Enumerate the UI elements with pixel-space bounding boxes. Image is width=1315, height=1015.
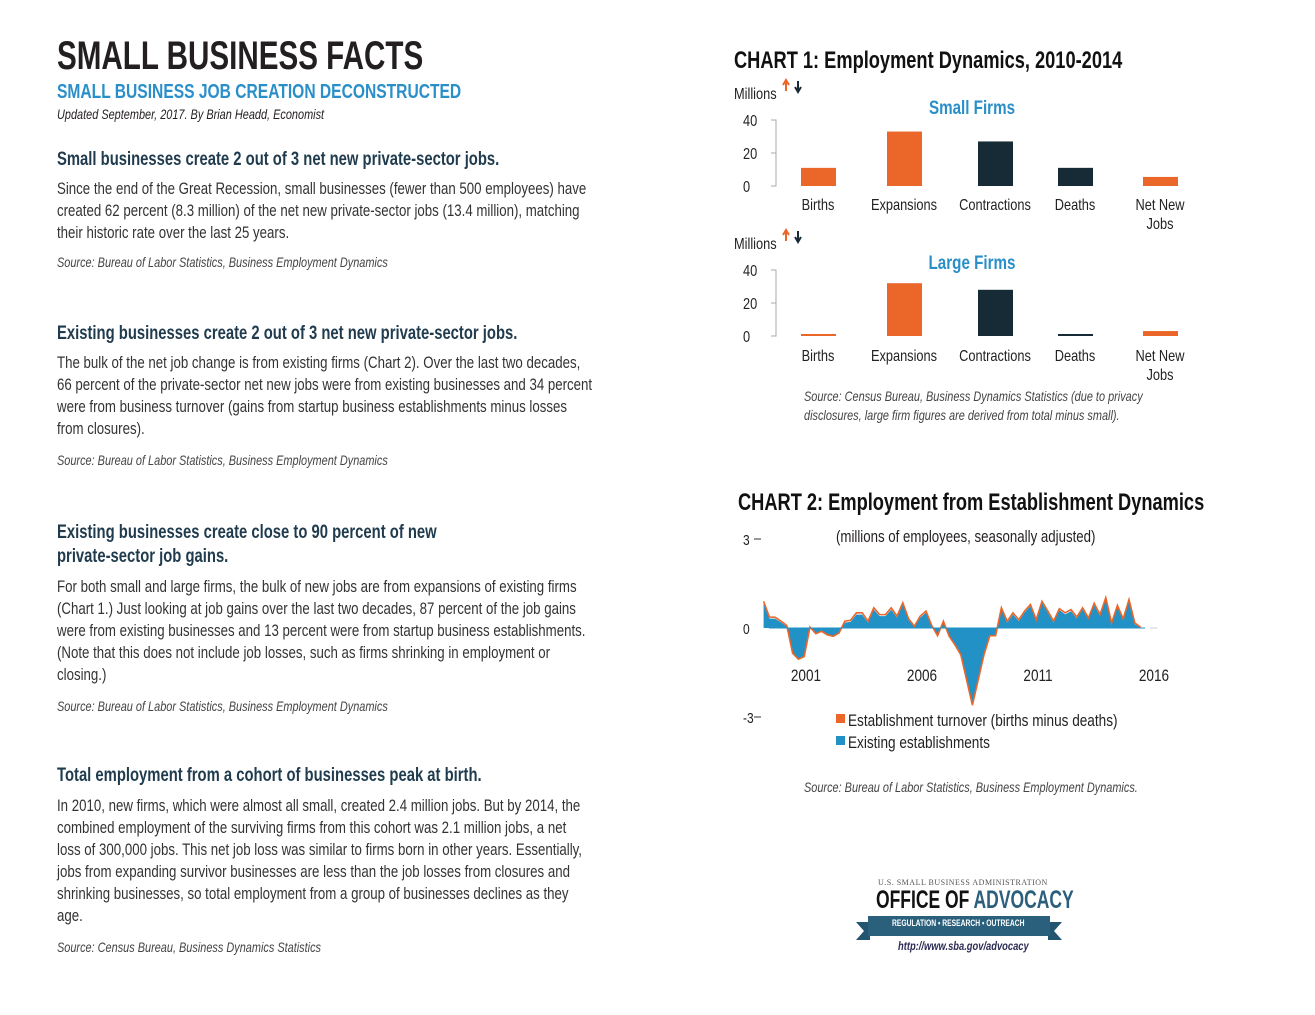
- x-category-label: Net New Jobs: [1135, 197, 1185, 234]
- section-source: Source: Census Bureau, Business Dynamics…: [57, 939, 322, 955]
- chart1-svg: Millions Small Firms 40 20 0 Births Expansions…: [734, 78, 1185, 385]
- section-body-line: closing.): [57, 665, 107, 684]
- logo-url[interactable]: http://www.sba.gov/advocacy: [898, 939, 1029, 953]
- section-body-line: Since the end of the Great Recession, sm…: [57, 179, 587, 198]
- chart2-title: CHART 2: Employment from Establishment D…: [738, 489, 1205, 516]
- chart2-source: Source: Bureau of Labor Statistics, Busi…: [804, 779, 1138, 795]
- byline: Updated September, 2017. By Brian Headd,…: [57, 106, 325, 122]
- page-subtitle: SMALL BUSINESS JOB CREATION DECONSTRUCTE…: [57, 81, 462, 103]
- y-tick-label: 20: [743, 146, 757, 164]
- chart2-svg: 3 0 -3 2001 2006 2011 2016 Establishment turnov…: [743, 532, 1169, 753]
- arrow-up-icon: [782, 228, 790, 241]
- page-title: SMALL BUSINESS FACTS: [57, 34, 424, 78]
- chart1-source: Source: Census Bureau, Business Dynamics…: [804, 388, 1143, 423]
- bar-net-new-jobs: [1143, 331, 1178, 336]
- logo-ribbon-icon: [856, 916, 1062, 940]
- x-tick-label: 2016: [1139, 667, 1169, 686]
- panel-title: Large Firms: [929, 251, 1016, 273]
- arrow-up-icon: [782, 78, 790, 91]
- logo-wordmark: OFFICE OF ADVOCACY: [876, 886, 1074, 914]
- office-of-advocacy-logo[interactable]: U.S. SMALL BUSINESS ADMINISTRATION OFFIC…: [856, 876, 1074, 956]
- section-body-line: were from existing businesses and 13 per…: [57, 621, 586, 640]
- section-body-line: For both small and large firms, the bulk…: [57, 577, 577, 596]
- y-tick-label: 40: [743, 263, 757, 281]
- bar-expansions: [887, 283, 922, 336]
- x-category-label: Deaths: [1055, 197, 1096, 215]
- y-tick-label: 3: [743, 532, 750, 549]
- x-category-label: Net New Jobs: [1135, 348, 1185, 385]
- section-body-line: loss of 300,000 jobs. This net job loss …: [57, 840, 582, 859]
- x-tick-label: 2006: [907, 667, 937, 686]
- arrow-down-icon: [794, 231, 802, 244]
- y-axis-label: Millions: [734, 236, 777, 254]
- section-body-line: (Note that this does not include job los…: [57, 643, 551, 662]
- x-category-label: Expansions: [871, 197, 937, 215]
- section-body-line: jobs from expanding survivor businesses …: [57, 862, 570, 881]
- section-body-line: from closures).: [57, 419, 145, 438]
- section-heading: Existing businesses create 2 out of 3 ne…: [57, 323, 518, 344]
- x-category-label: Births: [802, 197, 835, 215]
- section-heading: Total employment from a cohort of busine…: [57, 765, 482, 786]
- x-tick-label: 2011: [1023, 667, 1052, 686]
- bar-net-new-jobs: [1143, 176, 1178, 186]
- section-body-line: In 2010, new firms, which were almost al…: [57, 796, 581, 815]
- section-source: Source: Bureau of Labor Statistics, Busi…: [57, 254, 388, 270]
- chart1-title: CHART 1: Employment Dynamics, 2010-2014: [734, 47, 1123, 74]
- bar-contractions: [978, 289, 1013, 336]
- chart2-subtitle: (millions of employees, seasonally adjus…: [836, 527, 1096, 546]
- y-tick-label: 0: [743, 329, 750, 347]
- arrow-down-icon: [794, 81, 802, 94]
- y-tick-label: 0: [743, 621, 750, 638]
- section-body-line: age.: [57, 906, 83, 925]
- legend-swatch: [836, 736, 845, 745]
- panel-title: Small Firms: [929, 96, 1015, 118]
- x-category-label: Expansions: [871, 348, 937, 366]
- section-heading: Existing businesses create close to 90 p…: [57, 522, 437, 543]
- establishment-turnover-line: [762, 594, 1142, 706]
- bar-expansions: [887, 131, 922, 186]
- y-axis: [771, 119, 777, 187]
- x-category-label: Deaths: [1055, 348, 1096, 366]
- legend-swatch: [836, 714, 845, 723]
- section-body-line: created 62 percent (8.3 million) of the …: [57, 201, 580, 220]
- x-category-label: Contractions: [959, 197, 1031, 215]
- section-body-line: combined employment of the surviving fir…: [57, 818, 567, 837]
- logo-agency: U.S. SMALL BUSINESS ADMINISTRATION: [878, 878, 1048, 887]
- section-source: Source: Bureau of Labor Statistics, Busi…: [57, 698, 388, 714]
- section-heading: Small businesses create 2 out of 3 net n…: [57, 149, 500, 170]
- section-body-line: (Chart 1.) Just looking at job gains ove…: [57, 599, 576, 618]
- x-category-label: Contractions: [959, 348, 1031, 366]
- logo-ribbon-text: REGULATION • RESEARCH • OUTREACH: [892, 918, 1025, 928]
- bar-deaths: [1058, 334, 1093, 336]
- bar-births: [801, 334, 836, 336]
- section-body-line: shrinking businesses, so total employmen…: [57, 884, 569, 903]
- y-axis: [771, 269, 777, 337]
- x-category-label: Births: [802, 348, 835, 366]
- section-body-line: were from business turnover (gains from …: [57, 397, 567, 416]
- bar-contractions: [978, 141, 1013, 186]
- legend-label: Existing establishments: [848, 734, 990, 753]
- section-body-line: 66 percent of the private-sector net new…: [57, 375, 593, 394]
- y-tick-label: 40: [743, 113, 757, 131]
- bar-births: [801, 167, 836, 186]
- section-heading: private-sector job gains.: [57, 546, 229, 567]
- x-tick-label: 2001: [791, 667, 821, 686]
- legend-label: Establishment turnover (births minus dea…: [848, 712, 1118, 731]
- section-body-line: The bulk of the net job change is from e…: [57, 353, 581, 372]
- existing-establishments-area: [763, 599, 1141, 706]
- y-tick-label: 0: [743, 179, 750, 197]
- y-axis-label: Millions: [734, 86, 777, 104]
- y-tick-label: -3: [743, 710, 754, 727]
- y-tick-label: 20: [743, 296, 757, 314]
- bar-deaths: [1058, 167, 1093, 186]
- section-source: Source: Bureau of Labor Statistics, Busi…: [57, 452, 388, 468]
- section-body-line: their historic rate over the last 25 yea…: [57, 223, 290, 242]
